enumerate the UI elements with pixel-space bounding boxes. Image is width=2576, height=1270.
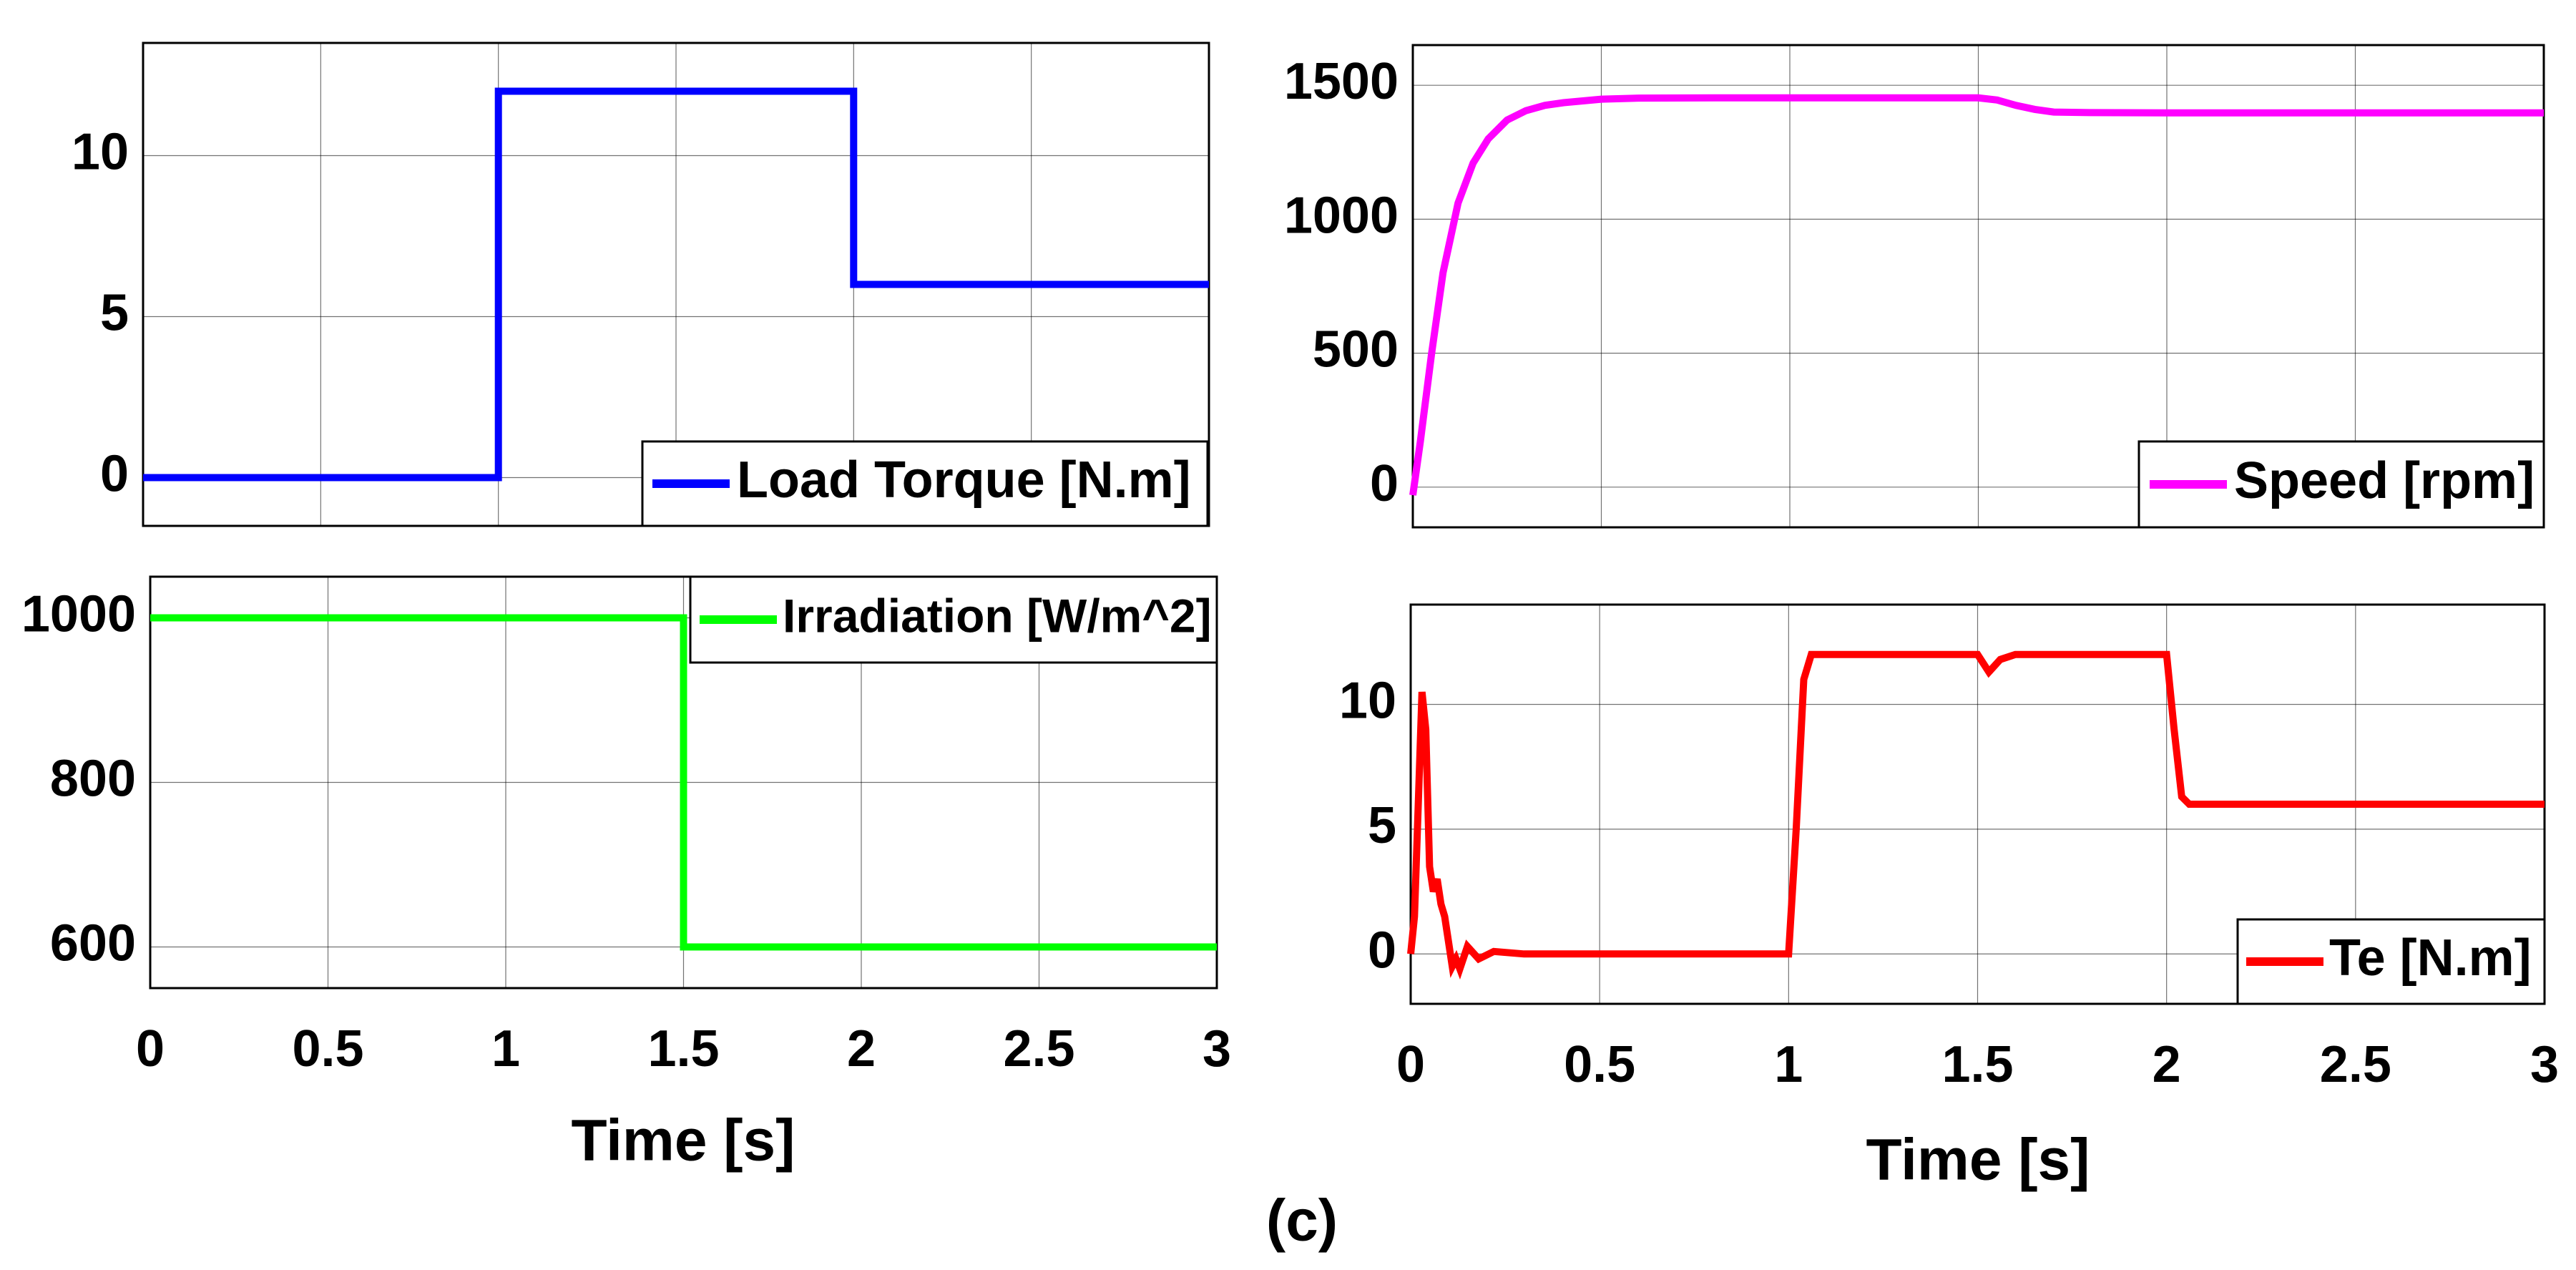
ytick-label: 0 — [1368, 922, 1396, 979]
xtick-label: 0 — [136, 1020, 165, 1078]
legend-box-load-torque — [641, 440, 1209, 527]
xtick-label: 2.5 — [2320, 1036, 2391, 1093]
ytick-label: 500 — [1313, 321, 1399, 378]
xtick-label: 2 — [847, 1020, 876, 1078]
series-line-electromagnetic_torque — [1407, 650, 2545, 980]
ytick-label: 600 — [50, 915, 136, 972]
xtick-label: 1 — [491, 1020, 520, 1078]
legend-te: Te [N.m] — [2236, 918, 2546, 1005]
gridlines-speed — [1412, 45, 2545, 527]
legend-label-load-torque: Load Torque [N.m] — [737, 451, 1191, 509]
ytick-label: 10 — [1339, 673, 1396, 730]
legend-speed: Speed [rpm] — [2137, 440, 2545, 529]
ytick-labels-te: 0 5 10 — [1339, 673, 1396, 980]
ytick-label: 1000 — [1284, 187, 1399, 244]
xlabel-te: Time [s] — [1866, 1128, 2090, 1193]
ytick-label: 5 — [1368, 797, 1396, 854]
xlabel-irradiation: Time [s] — [572, 1108, 795, 1173]
legend-label-irradiation: Irradiation [W/m^2] — [783, 589, 1212, 642]
xtick-labels-te: 0 0.5 1 1.5 2 2.5 3 — [1396, 1036, 2559, 1093]
ytick-label: 0 — [1370, 455, 1399, 512]
xtick-label: 3 — [1203, 1020, 1231, 1078]
panel-load-torque: 0 5 10 Load Torque [N.m] — [72, 41, 1210, 527]
xtick-label: 1 — [1774, 1036, 1803, 1093]
ytick-label: 10 — [72, 124, 129, 181]
legend-load-torque: Load Torque [N.m] — [641, 440, 1209, 527]
xtick-label: 0 — [1396, 1036, 1425, 1093]
series-line-speed — [1409, 94, 2544, 496]
xtick-label: 2 — [2153, 1036, 2181, 1093]
series-line-load_torque — [143, 87, 1209, 482]
series-line-irradiation — [150, 614, 1217, 951]
series-layer-speed — [1409, 94, 2544, 496]
panel-speed: 0 500 1000 1500 Speed [rpm] — [1284, 44, 2545, 529]
legend-box-irradiation — [689, 575, 1218, 664]
ytick-labels-load-torque: 0 5 10 — [72, 124, 129, 503]
figure-caption: (c) — [1266, 1188, 1338, 1254]
ytick-labels-irradiation: 600 800 1000 — [21, 586, 136, 972]
ytick-label: 1500 — [1284, 53, 1399, 110]
ytick-label: 0 — [100, 446, 129, 503]
legend-label-speed: Speed [rpm] — [2234, 452, 2535, 509]
xtick-label: 2.5 — [1003, 1020, 1074, 1078]
xtick-label: 1.5 — [647, 1020, 719, 1078]
panel-te: 0 5 10 0 0.5 1 1.5 2 2.5 3 Time [s] Te [N.m] — [1339, 603, 2559, 1193]
xtick-label: 0.5 — [292, 1020, 363, 1078]
ytick-labels-speed: 0 500 1000 1500 — [1284, 53, 1399, 512]
legend-irradiation: Irradiation [W/m^2] — [689, 575, 1218, 664]
xtick-label: 0.5 — [1564, 1036, 1635, 1093]
panel-irradiation: 600 800 1000 0 0.5 1 1.5 2 2.5 3 Time [s] Irradi… — [21, 575, 1231, 1173]
ytick-label: 1000 — [21, 586, 136, 643]
series-layer-te — [1407, 650, 2545, 980]
xtick-label: 1.5 — [1941, 1036, 2013, 1093]
series-layer-load-torque — [143, 87, 1209, 482]
xtick-label: 3 — [2530, 1036, 2559, 1093]
xtick-labels-irradiation: 0 0.5 1 1.5 2 2.5 3 — [136, 1020, 1231, 1078]
ytick-label: 5 — [100, 285, 129, 342]
series-layer-irradiation — [150, 614, 1217, 951]
legend-label-te: Te [N.m] — [2329, 929, 2532, 987]
ytick-label: 800 — [50, 751, 136, 808]
